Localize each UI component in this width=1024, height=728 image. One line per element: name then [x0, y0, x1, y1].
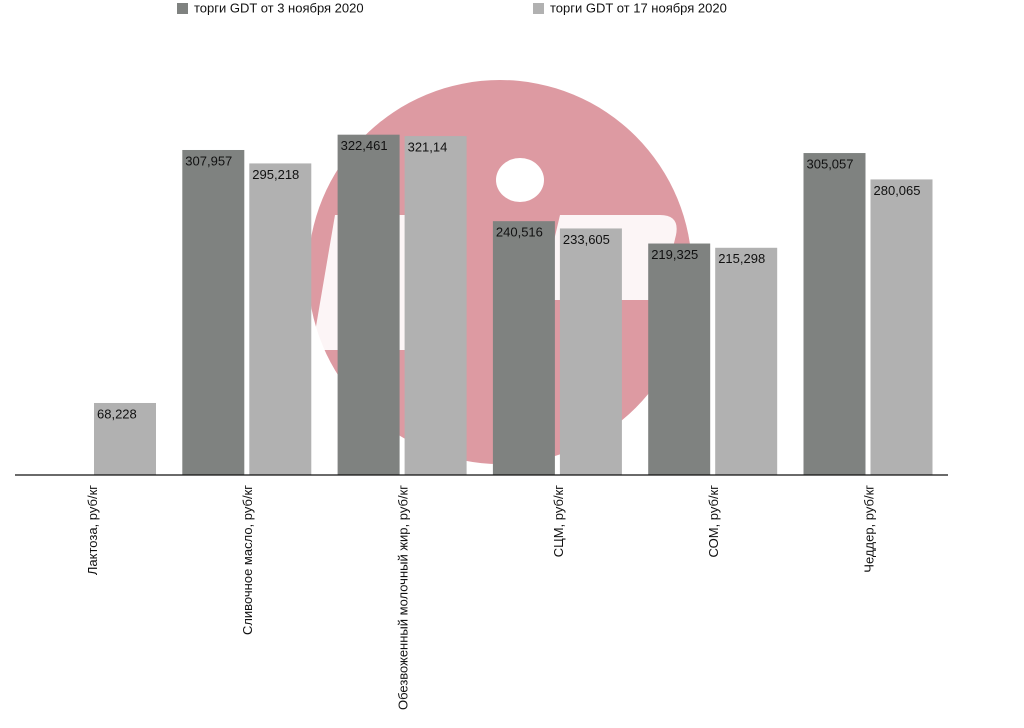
x-tick-label: Обезвоженный молочный жир, руб/кг [396, 485, 411, 710]
value-label: 233,605 [563, 232, 610, 247]
bar [492, 221, 555, 475]
bar [94, 402, 156, 475]
x-tick-label: Сливочное масло, руб/кг [240, 485, 255, 635]
bar [337, 134, 400, 475]
legend-swatch [177, 3, 188, 14]
value-label: 215,298 [718, 251, 765, 266]
value-label: 68,228 [97, 406, 137, 421]
bar [803, 153, 866, 475]
value-label: 295,218 [252, 167, 299, 182]
bar [404, 136, 467, 475]
x-tick-label: СОМ, руб/кг [706, 485, 721, 558]
bar [648, 243, 711, 475]
value-label: 307,957 [185, 153, 232, 168]
legend-label: торги GDT от 3 ноября 2020 [194, 0, 364, 15]
value-label: 219,325 [651, 247, 698, 262]
value-label: 321,14 [408, 140, 448, 155]
legend-swatch [533, 3, 544, 14]
value-label: 322,461 [341, 138, 388, 153]
bar [870, 179, 933, 475]
x-tick-label: СЦМ, руб/кг [551, 485, 566, 558]
bar [559, 228, 622, 475]
x-tick-label: Чеддер, руб/кг [861, 485, 876, 573]
value-label: 240,516 [496, 225, 543, 240]
value-label: 280,065 [874, 183, 921, 198]
bar [182, 149, 245, 475]
bar [715, 247, 778, 475]
legend-label: торги GDT от 17 ноября 2020 [550, 0, 727, 15]
bar [249, 163, 312, 475]
x-tick-label: Лактоза, руб/кг [85, 485, 100, 575]
value-label: 305,057 [807, 156, 854, 171]
plot: торги GDT от 3 ноября 2020 торги GDT от 1… [15, 0, 948, 710]
watermark-dot [496, 158, 544, 202]
